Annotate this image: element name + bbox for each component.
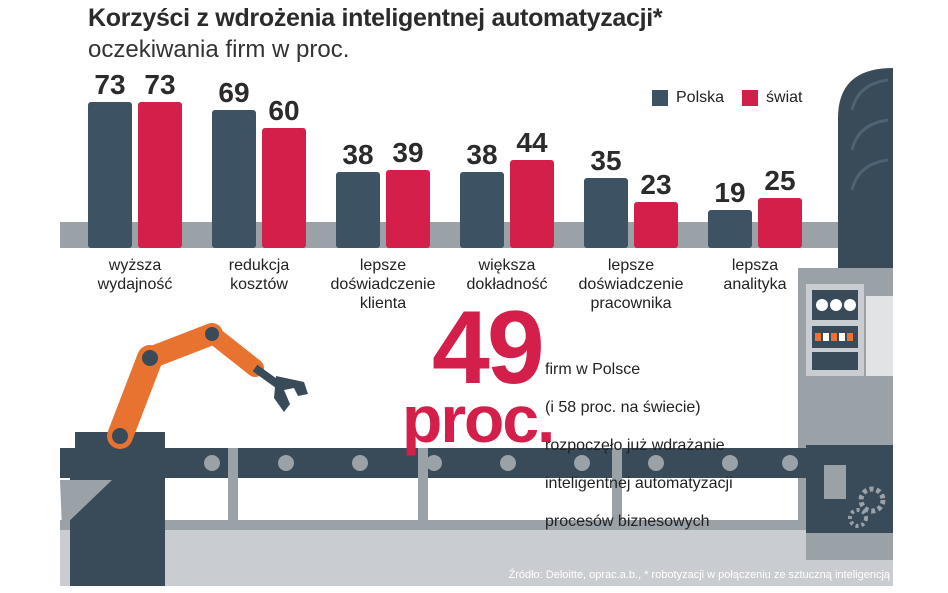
category-label-line: większa <box>478 257 536 274</box>
highlight-line: rozpoczęło już wdrażanie <box>545 437 725 454</box>
bar-value-label: 25 <box>764 165 795 196</box>
bar-value-label: 73 <box>94 69 125 100</box>
bar-value-label: 44 <box>516 127 548 158</box>
highlight-line: inteligentnej automatyzacji <box>545 475 733 492</box>
category-label-line: lepsze <box>359 257 407 274</box>
gear-icon <box>848 486 886 528</box>
category-label-line: wyższa <box>108 257 162 274</box>
bar-swiat <box>386 170 430 248</box>
bar-swiat <box>758 198 802 248</box>
legend-swatch-polska <box>652 90 668 106</box>
chart-subtitle: oczekiwania firm w proc. <box>88 36 350 63</box>
bar-value-label: 38 <box>342 139 373 170</box>
legend-item-polska: Polska <box>652 89 724 107</box>
legend: Polska świat <box>652 89 820 107</box>
bar-value-label: 35 <box>590 145 621 176</box>
category-label-line: redukcja <box>228 257 290 274</box>
bar-polska <box>708 210 752 248</box>
robot-arm-icon <box>60 323 308 586</box>
category-label: redukcja kosztów <box>189 256 329 294</box>
category-label-line: analityka <box>723 276 787 293</box>
bar-polska <box>460 172 504 248</box>
category-label: lepsze doświadczenie klienta <box>313 256 453 313</box>
bar-swiat <box>510 160 554 248</box>
highlight-number: 49 <box>432 290 545 406</box>
highlight-unit: proc. <box>402 382 555 456</box>
source-note: Źródło: Deloitte, oprac.a.b., * robotyza… <box>508 569 890 581</box>
bar-value-label: 23 <box>640 169 671 200</box>
legend-swatch-swiat <box>742 90 759 106</box>
category-label-line: pracownika <box>590 295 672 312</box>
bar-value-label: 69 <box>218 77 249 108</box>
bar-chart: 73 73 69 60 38 39 38 44 35 23 19 25 <box>88 69 802 248</box>
bar-swiat <box>262 128 306 248</box>
machine-icon <box>798 68 893 586</box>
category-label-line: kosztów <box>230 276 288 293</box>
category-label-line: doświadczenie <box>330 276 436 293</box>
bar-value-label: 60 <box>268 95 299 126</box>
bar-polska <box>584 178 628 248</box>
category-label-line: wydajność <box>97 276 173 293</box>
category-label-line: doświadczenie <box>578 276 684 293</box>
bar-swiat <box>138 102 182 248</box>
bar-polska <box>212 110 256 248</box>
conveyor-belt-icon <box>60 448 893 586</box>
category-label-line: klienta <box>359 295 407 312</box>
bar-value-label: 38 <box>466 139 497 170</box>
category-label: lepsze doświadczenie pracownika <box>561 256 701 313</box>
category-label-line: lepsza <box>731 257 779 274</box>
highlight-line: firm w Polsce <box>545 361 641 378</box>
bar-swiat <box>634 202 678 248</box>
highlight-line: (i 58 proc. na świecie) <box>545 399 701 416</box>
legend-label-polska: Polska <box>676 89 725 106</box>
legend-item-swiat: świat <box>742 89 802 107</box>
highlight-line: procesów biznesowych <box>545 513 710 530</box>
highlight-text: firm w Polsce (i 58 proc. na świecie) ro… <box>545 341 733 550</box>
legend-label-swiat: świat <box>766 89 803 106</box>
category-label: wyższa wydajność <box>65 256 205 294</box>
category-label: większa dokładność <box>437 256 577 294</box>
bar-polska <box>88 102 132 248</box>
category-label: lepsza analityka <box>685 256 825 294</box>
category-label-line: lepsze <box>607 257 655 274</box>
bar-value-label: 73 <box>144 69 175 100</box>
chart-title: Korzyści z wdrożenia inteligentnej autom… <box>88 4 663 32</box>
bar-value-label: 39 <box>392 137 423 168</box>
bar-value-label: 19 <box>714 177 745 208</box>
bar-polska <box>336 172 380 248</box>
category-label-line: dokładność <box>466 276 548 293</box>
